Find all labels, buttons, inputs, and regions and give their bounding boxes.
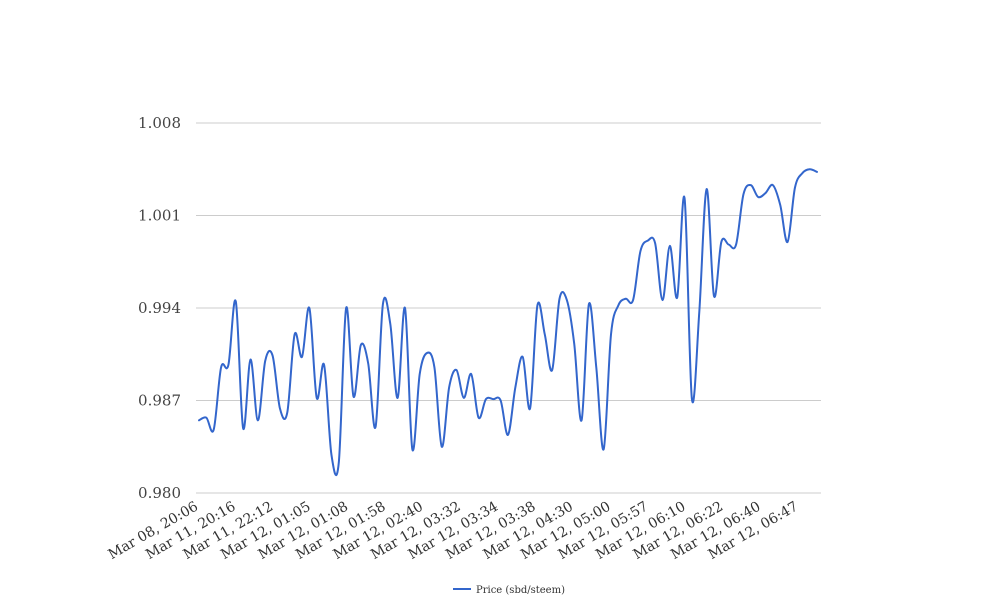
series-group bbox=[198, 168, 818, 477]
legend: Price (sbd/steem) bbox=[453, 585, 565, 596]
y-tick-label: 0.980 bbox=[138, 484, 181, 502]
y-tick-label: 0.987 bbox=[138, 392, 181, 410]
y-tick-label: 0.994 bbox=[138, 299, 181, 317]
y-tick-label: 1.008 bbox=[138, 114, 181, 132]
series-line-0 bbox=[198, 168, 818, 477]
legend-label: Price (sbd/steem) bbox=[476, 585, 565, 596]
gridlines bbox=[196, 122, 821, 494]
y-tick-label: 1.001 bbox=[138, 207, 181, 225]
y-axis-ticks: 0.980 0.987 0.994 1.001 1.008 bbox=[138, 114, 181, 502]
